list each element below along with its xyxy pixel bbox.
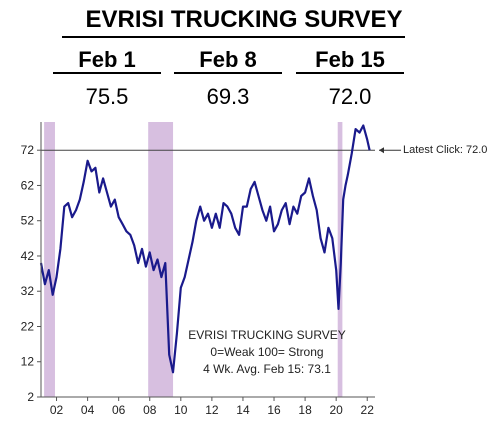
column-underline-feb-1 [53,72,161,74]
y-tick-label-22: 22 [21,319,35,333]
y-tick-label-52: 52 [21,214,35,228]
column-header-feb-1: Feb 1 [78,47,136,72]
legend-box: EVRISI TRUCKING SURVEY 0=Weak 100= Stron… [188,328,346,376]
x-tick-label-12: 12 [205,403,219,417]
series-layer [39,124,371,374]
survey-line-chart: Latest Click: 72.0✓ 2 12 22 32 42 52 62 72 02 04 0… [21,122,488,417]
x-tick-label-18: 18 [298,403,312,417]
x-tick-label-22: 22 [361,403,375,417]
series-line [39,124,371,374]
x-tick-label-08: 08 [143,403,157,417]
y-tick-label-72: 72 [21,143,35,157]
column-value-feb-1: 75.5 [85,84,129,109]
column-header-feb-15: Feb 15 [315,47,385,72]
y-tick-label-32: 32 [21,284,35,298]
x-tick-label-06: 06 [112,403,126,417]
legend-line-latest: 4 Wk. Avg. Feb 15: 73.1 [203,362,331,376]
column-header-feb-8: Feb 8 [199,47,257,72]
x-tick-label-16: 16 [267,403,281,417]
y-tick-label-2: 2 [27,390,34,404]
column-underline-feb-15 [296,72,404,74]
column-value-feb-15: 72.0 [328,84,372,109]
legend-line-scale: 0=Weak 100= Strong [210,345,323,359]
axes: 2 12 22 32 42 52 62 72 02 04 06 08 10 12 14 16 18 20 22 [21,122,375,417]
reference-arrow-head [379,147,384,154]
reference-line-label: Latest Click: 72.0 [403,144,487,156]
x-tick-label-14: 14 [236,403,250,417]
title-underline [62,36,405,38]
recession-band-0 [44,122,55,397]
y-tick-label-12: 12 [21,355,35,369]
x-tick-label-04: 04 [81,403,95,417]
x-tick-label-20: 20 [329,403,343,417]
column-value-feb-8: 69.3 [206,84,250,109]
x-tick-label-10: 10 [174,403,188,417]
y-tick-label-42: 42 [21,249,35,263]
x-tick-label-02: 02 [50,403,64,417]
column-underline-feb-8 [174,72,282,74]
legend-line-title: EVRISI TRUCKING SURVEY [188,328,346,342]
y-tick-label-62: 62 [21,178,35,192]
survey-title: EVRISI TRUCKING SURVEY [85,6,403,33]
reference-line-group: Latest Click: 72.0✓ [41,144,488,160]
